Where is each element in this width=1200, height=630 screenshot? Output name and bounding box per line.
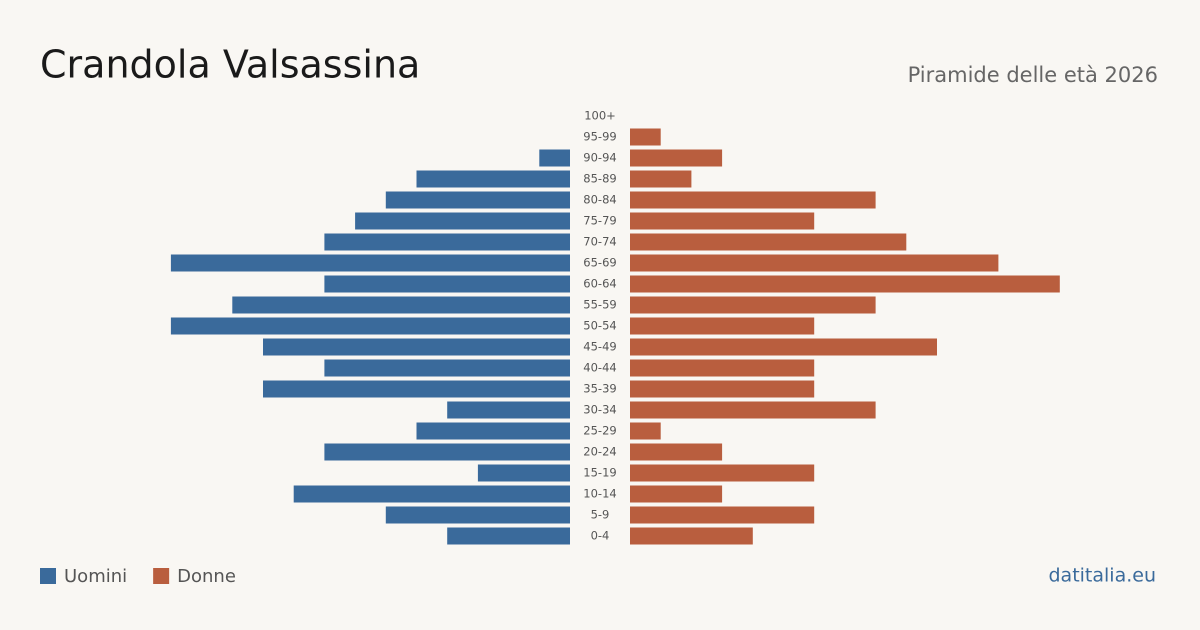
bar-female	[630, 233, 907, 251]
age-label: 85-89	[583, 172, 616, 186]
age-label: 35-39	[583, 382, 616, 396]
bar-male	[447, 401, 570, 419]
bar-male	[170, 317, 570, 335]
bar-female	[630, 485, 723, 503]
bar-male	[416, 422, 570, 440]
bar-female	[630, 464, 815, 482]
bar-male	[539, 149, 570, 167]
age-label: 0-4	[591, 529, 610, 543]
bar-female	[630, 254, 999, 272]
bar-male	[324, 233, 570, 251]
chart-subtitle: Piramide delle età 2026	[908, 63, 1158, 87]
source: datitalia.eu	[1049, 565, 1157, 587]
age-label: 5-9	[591, 508, 610, 522]
bar-male	[324, 275, 570, 293]
age-label: 55-59	[583, 298, 616, 312]
bar-male	[324, 359, 570, 377]
age-label: 10-14	[583, 487, 616, 501]
bar-female	[630, 338, 937, 356]
bar-female	[630, 506, 815, 524]
bar-female	[630, 359, 815, 377]
age-label: 100+	[584, 109, 616, 123]
bar-male	[263, 380, 570, 398]
bar-male	[170, 254, 570, 272]
bar-male	[385, 506, 570, 524]
age-label: 45-49	[583, 340, 616, 354]
age-label: 90-94	[583, 151, 616, 165]
age-label: 70-74	[583, 235, 616, 249]
bar-female	[630, 317, 815, 335]
bar-male	[355, 212, 570, 230]
age-label: 20-24	[583, 445, 616, 459]
bar-female	[630, 212, 815, 230]
age-label: 75-79	[583, 214, 616, 228]
age-label: 25-29	[583, 424, 616, 438]
bar-male	[263, 338, 570, 356]
legend-label: Uomini	[64, 566, 127, 587]
bar-male	[447, 527, 570, 545]
age-label: 60-64	[583, 277, 616, 291]
bar-female	[630, 443, 723, 461]
chart-title: Crandola Valsassina	[40, 43, 420, 87]
age-label: 95-99	[583, 130, 616, 144]
bar-female	[630, 422, 661, 440]
bar-female	[630, 170, 692, 188]
bar-female	[630, 191, 876, 209]
legend-swatch	[40, 568, 56, 584]
bar-male	[293, 485, 570, 503]
bar-male	[416, 170, 570, 188]
legend-swatch	[153, 568, 170, 584]
bar-female	[630, 401, 876, 419]
age-label: 50-54	[583, 319, 616, 333]
age-label: 80-84	[583, 193, 616, 207]
bar-male	[477, 464, 570, 482]
bar-female	[630, 149, 723, 167]
age-label: 65-69	[583, 256, 616, 270]
bar-female	[630, 128, 661, 146]
age-label: 15-19	[583, 466, 616, 480]
bar-female	[630, 527, 753, 545]
bar-female	[630, 275, 1060, 293]
bar-female	[630, 380, 815, 398]
bar-male	[324, 443, 570, 461]
bar-male	[385, 191, 570, 209]
legend-label: Donne	[177, 566, 236, 587]
bar-male	[232, 296, 571, 314]
bar-female	[630, 296, 876, 314]
age-label: 40-44	[583, 361, 616, 375]
age-label: 30-34	[583, 403, 616, 417]
